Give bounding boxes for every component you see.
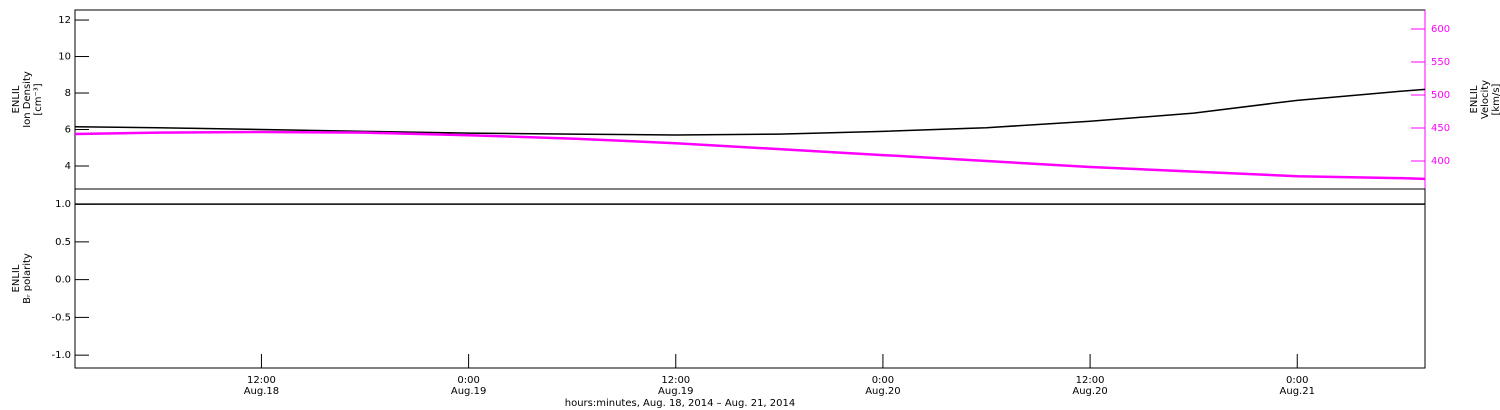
x-tick-label: 0:00: [872, 375, 894, 386]
x-tick-date: Aug.21: [1280, 386, 1315, 397]
x-tick-label: 12:00: [1076, 375, 1105, 386]
y2-tick-label: 500: [1431, 90, 1450, 101]
y-axis-label: ENLIL: [11, 85, 22, 113]
data-line: [74, 130, 1426, 181]
y-tick-label: 8: [65, 88, 71, 99]
y-axis-label: ENLIL: [11, 264, 22, 292]
y-tick-label: 4: [65, 161, 71, 172]
y-axis-label: Ion Density: [22, 71, 33, 128]
x-tick-label: 0:00: [457, 375, 479, 386]
y-tick-label: -1.0: [51, 350, 71, 361]
y2-axis-label: [km/s]: [1491, 83, 1500, 115]
data-line: [74, 88, 1426, 136]
y-tick-label: -0.5: [51, 312, 71, 323]
y-axis-label: [cm⁻³]: [33, 83, 44, 115]
y2-tick-label: 600: [1431, 24, 1450, 35]
plot-frame: [74, 9, 1426, 190]
y-tick-label: 12: [58, 15, 71, 26]
x-tick-date: Aug.19: [658, 386, 693, 397]
x-axis-label: hours:minutes, Aug. 18, 2014 – Aug. 21, …: [565, 398, 796, 409]
y2-tick-label: 550: [1431, 57, 1450, 68]
x-tick-date: Aug.20: [865, 386, 900, 397]
plot-frame: [74, 188, 1426, 369]
y-axis-label: Bᵣ polarity: [22, 253, 33, 304]
y2-tick-label: 400: [1431, 156, 1450, 167]
x-tick-date: Aug.20: [1072, 386, 1107, 397]
x-tick-label: 12:00: [661, 375, 690, 386]
y2-tick-label: 450: [1431, 123, 1450, 134]
y2-axis-label: Velocity: [1480, 80, 1491, 119]
y-tick-label: 6: [65, 125, 71, 136]
x-tick-label: 0:00: [1286, 375, 1308, 386]
y-tick-label: 0.0: [55, 275, 71, 286]
x-tick-label: 12:00: [247, 375, 276, 386]
x-tick-date: Aug.18: [244, 386, 279, 397]
y-tick-label: 1.0: [55, 199, 71, 210]
x-tick-date: Aug.19: [451, 386, 486, 397]
y2-axis-label: ENLIL: [1469, 85, 1480, 113]
y-tick-label: 10: [58, 52, 71, 63]
y-tick-label: 0.5: [55, 237, 71, 248]
